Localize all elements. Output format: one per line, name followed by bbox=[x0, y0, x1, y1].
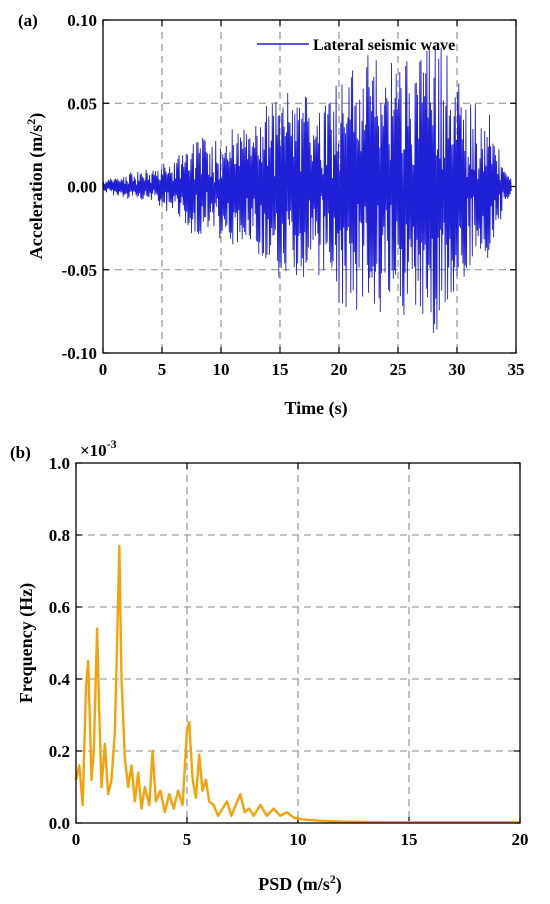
y-tick-label: 0.0 bbox=[49, 814, 70, 833]
y-tick-label: 0.6 bbox=[49, 598, 70, 617]
panel-a-y-axis-title: Acceleration (m/s2) bbox=[24, 113, 47, 259]
x-tick-label: 20 bbox=[512, 830, 529, 849]
x-tick-label: 30 bbox=[449, 360, 466, 379]
panel-b-chart: (b) ×10-3 0 5 10 15 20 0.0 0.2 0.4 0.6 0.8 1.0 PSD… bbox=[10, 437, 529, 895]
y-tick-label: -0.10 bbox=[62, 344, 97, 363]
x-tick-label: 0 bbox=[99, 360, 108, 379]
panel-b-label: (b) bbox=[10, 443, 31, 462]
panel-b-y-multiplier: ×10-3 bbox=[80, 437, 117, 460]
y-tick-label: 0.05 bbox=[67, 94, 97, 113]
panel-b-plot-frame bbox=[75, 462, 521, 824]
x-tick-label: 5 bbox=[183, 830, 192, 849]
y-tick-label: -0.05 bbox=[62, 261, 97, 280]
y-tick-label: 0.8 bbox=[49, 526, 70, 545]
y-tick-label: 1.0 bbox=[49, 454, 70, 473]
y-tick-label: 0.2 bbox=[49, 742, 70, 761]
x-tick-label: 15 bbox=[401, 830, 418, 849]
x-tick-label: 15 bbox=[272, 360, 289, 379]
panel-a-plot-frame bbox=[102, 19, 517, 354]
panel-a-legend: Lateral seismic wave bbox=[257, 37, 455, 54]
panel-a-tick-labels: 0 5 10 15 20 25 30 35 -0.10 -0.05 0.00 0.05 0.10 bbox=[62, 11, 525, 379]
panel-a-x-axis-title: Time (s) bbox=[284, 398, 347, 419]
y-tick-label: 0.4 bbox=[49, 670, 71, 689]
series-line-psd bbox=[74, 544, 520, 824]
legend-label-lateral-seismic-wave: Lateral seismic wave bbox=[313, 37, 455, 54]
panel-b-series bbox=[74, 544, 520, 824]
panel-b-tick-labels: 0 5 10 15 20 0.0 0.2 0.4 0.6 0.8 1.0 bbox=[49, 454, 529, 849]
x-tick-label: 5 bbox=[158, 360, 167, 379]
panel-b-y-axis-title: Frequency (Hz) bbox=[16, 583, 37, 703]
y-tick-label: 0.00 bbox=[67, 178, 97, 197]
x-tick-label: 20 bbox=[331, 360, 348, 379]
x-tick-label: 0 bbox=[72, 830, 81, 849]
x-tick-label: 35 bbox=[508, 360, 525, 379]
x-tick-label: 10 bbox=[213, 360, 230, 379]
x-tick-label: 10 bbox=[290, 830, 307, 849]
y-tick-label: 0.10 bbox=[67, 11, 97, 30]
series-line-lateral-seismic-wave bbox=[102, 46, 512, 333]
panel-b-x-axis-title: PSD (m/s2) bbox=[258, 872, 342, 895]
x-tick-label: 25 bbox=[390, 360, 407, 379]
panel-b-grid bbox=[76, 463, 520, 823]
panel-a-label: (a) bbox=[18, 11, 38, 30]
panel-a-series bbox=[102, 46, 512, 333]
panel-a-chart: (a) 0 5 10 15 20 25 30 35 -0.10 -0.05 0.00 0.05 0.10… bbox=[18, 11, 525, 419]
